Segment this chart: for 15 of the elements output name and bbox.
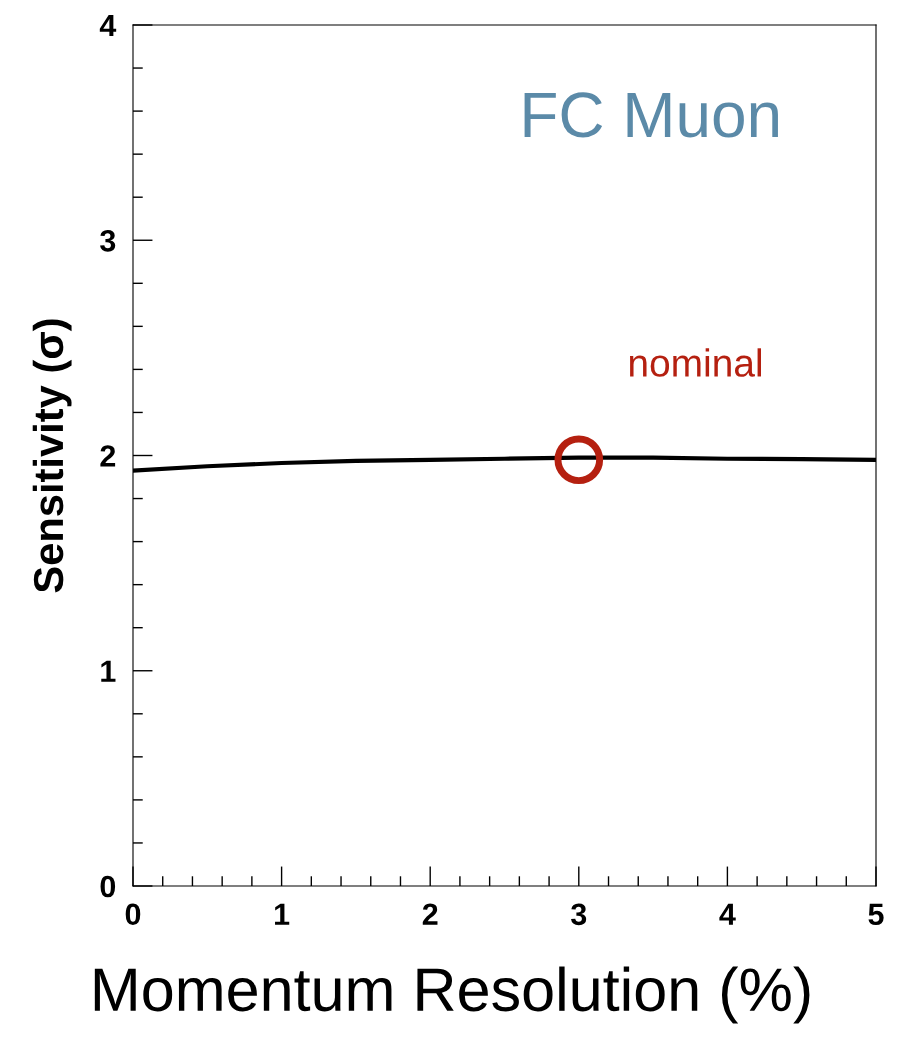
y-tick-label: 1 — [101, 660, 116, 682]
y-tick-label: 4 — [99, 15, 117, 37]
y-tick-label: 3 — [100, 229, 116, 252]
y-axis-title: Sensitivity (σ) — [32, 319, 72, 593]
x-tick-label: 1 — [275, 903, 290, 925]
x-tick-label: 2 — [422, 903, 438, 925]
x-tick-label: 5 — [868, 903, 884, 926]
x-axis-title: Momentum Resolution (%) — [94, 966, 810, 1024]
x-tick-label: 4 — [719, 903, 736, 925]
x-tick-label: 3 — [571, 903, 587, 926]
annotation: FC Muon — [524, 92, 778, 138]
y-tick-label: 2 — [100, 445, 116, 467]
y-tick-label: 0 — [100, 875, 116, 898]
annotation: nominal — [629, 348, 761, 377]
x-tick-label: 0 — [125, 903, 141, 926]
